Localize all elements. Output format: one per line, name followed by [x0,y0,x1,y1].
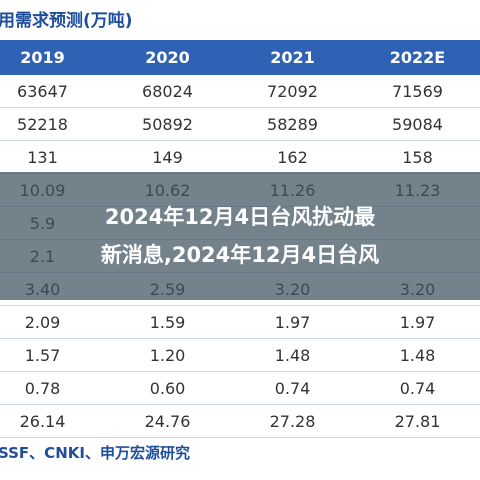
table-cell: 1.48 [274,345,311,365]
table-cell: 59084 [392,114,443,134]
table-cell: 27.81 [394,411,441,431]
table-row: 52218 50892 58289 59084 [0,108,480,141]
table-cell: 1.97 [399,312,436,332]
overlay-text: 新消息,2024年12月4日台风 [100,243,380,267]
table-cell: 0.60 [149,378,186,398]
header-row: 2019 2020 2021 2022E [0,40,480,75]
table-cell: 1.59 [149,312,186,332]
table-cell: 27.28 [269,411,316,431]
table-cell: 1.48 [399,345,436,365]
column-header: 2022E [389,48,446,67]
table-cell: 26.14 [19,411,66,431]
table-row: 63647 68024 72092 71569 [0,75,480,108]
table-cell: 52218 [17,114,68,134]
table-row: 26.14 24.76 27.28 27.81 [0,405,480,438]
table-cell: 0.74 [399,378,436,398]
source: SSF、CNKI、申万宏源研究 [0,444,190,462]
table-cell: 1.20 [149,345,186,365]
column-header: 2021 [270,48,315,67]
table-cell: 50892 [142,114,193,134]
table-cell: 58289 [267,114,318,134]
table-cell: 149 [152,147,183,167]
table-cell: 0.74 [274,378,311,398]
table-cell: 162 [277,147,308,167]
table-cell: 2.09 [24,312,61,332]
overlay: 2024年12月4日台风扰动最 新消息,2024年12月4日台风 [0,172,480,300]
table-cell: 131 [27,147,58,167]
table-cell: 158 [402,147,433,167]
table-row: 131 149 162 158 [0,141,480,174]
table-cell: 71569 [392,81,443,101]
column-header: 2019 [20,48,65,67]
overlay-text: 2024年12月4日台风扰动最 [104,205,376,229]
table-row: 0.78 0.60 0.74 0.74 [0,372,480,405]
table-cell: 1.97 [274,312,311,332]
table-cell: 0.78 [24,378,61,398]
title: 用需求预测(万吨) [0,11,133,31]
table-row: 1.57 1.20 1.48 1.48 [0,339,480,372]
table-cell: 1.57 [24,345,61,365]
table-cell: 24.76 [144,411,191,431]
table-row: 2.09 1.59 1.97 1.97 [0,306,480,339]
column-header: 2020 [145,48,190,67]
table-cell: 72092 [267,81,318,101]
table-cell: 68024 [142,81,193,101]
table-cell: 63647 [17,81,68,101]
